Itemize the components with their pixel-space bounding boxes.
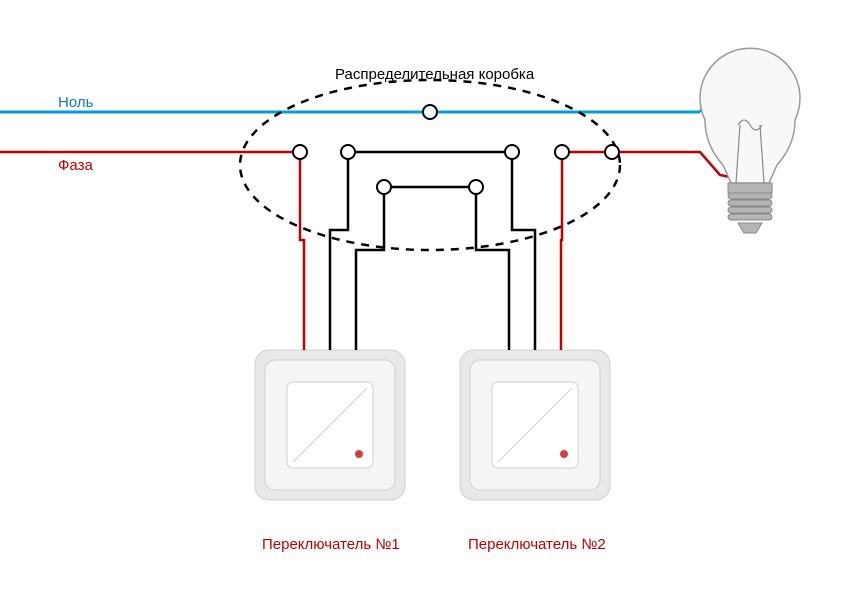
junction-box-label: Распределительная коробка <box>335 66 534 83</box>
switch1-label: Переключатель №1 <box>262 536 400 553</box>
switch2-label: Переключатель №2 <box>468 536 606 553</box>
wiring-diagram <box>0 0 846 589</box>
phase-label: Фаза <box>58 157 93 174</box>
neutral-label: Ноль <box>58 94 93 111</box>
lightbulb-icon <box>700 48 800 233</box>
